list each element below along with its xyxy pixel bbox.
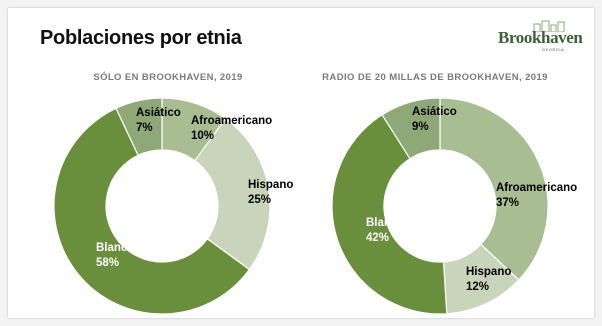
- chart2-label-asitico: Asiático 9%: [412, 106, 457, 133]
- brookhaven-logo: Brookhaven GEORGIA: [498, 20, 583, 54]
- logo-wordmark: Brookhaven: [498, 28, 583, 47]
- chart2-label-hispano: Hispano 12%: [466, 266, 511, 293]
- chart1-label-asitico: Asiático 7%: [136, 107, 181, 134]
- chart-title-left: SÓLO EN BROOKHAVEN, 2019: [93, 72, 243, 83]
- chart-title-right: RADIO DE 20 MILLAS DE BROOKHAVEN, 2019: [322, 72, 548, 83]
- logo-subtext: GEORGIA: [542, 47, 565, 52]
- chart2-label-blanco: Blanco 42%: [366, 217, 404, 244]
- chart1-label-blanco: Blanco 58%: [96, 242, 134, 269]
- skyline-icon: [533, 20, 565, 32]
- chart2-slice-blanco: [331, 113, 448, 315]
- page-title: Poblaciones por etnia: [40, 27, 242, 49]
- chart1-slice-asitico: [115, 97, 163, 157]
- chart2-slice-afroamericano: [439, 97, 549, 281]
- chart2-label-afroamericano: Afroamericano 37%: [496, 182, 577, 209]
- chart2-slice-asitico: [381, 97, 441, 160]
- donut-charts: Afroamericano 10% Hispano 25% Blanco 58% Asiát…: [53, 97, 577, 315]
- chart1-label-afroamericano: Afroamericano 10%: [191, 115, 272, 142]
- chart1-label-hispano: Hispano 25%: [248, 179, 293, 206]
- slide: Poblaciones por etnia Brookhaven GEORGIA…: [8, 8, 594, 318]
- chart1-slice-blanco: [53, 107, 251, 315]
- chart1-slice-hispano: [194, 117, 271, 271]
